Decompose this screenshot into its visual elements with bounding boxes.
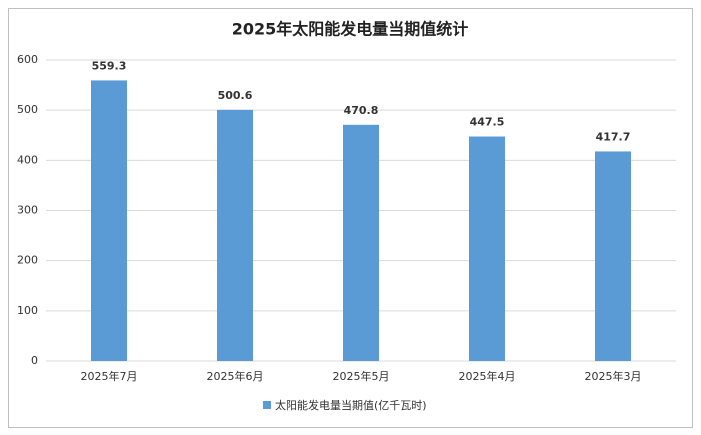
y-tick-label: 400 [17, 153, 38, 166]
y-tick-label: 500 [17, 103, 38, 116]
y-tick-label: 600 [17, 53, 38, 66]
x-tick-label: 2025年5月 [333, 369, 390, 383]
x-tick-label: 2025年3月 [585, 369, 642, 383]
chart-title: 2025年太阳能发电量当期值统计 [232, 20, 469, 39]
data-label: 559.3 [92, 59, 127, 72]
bar [595, 151, 631, 361]
legend-swatch [263, 401, 271, 409]
y-tick-label: 100 [17, 304, 38, 317]
x-tick-label: 2025年7月 [81, 369, 138, 383]
bar [469, 136, 505, 361]
y-tick-label: 300 [17, 204, 38, 217]
y-tick-label: 200 [17, 254, 38, 267]
bar [217, 109, 253, 362]
bar [343, 124, 379, 361]
data-label: 470.8 [344, 104, 379, 117]
x-tick-label: 2025年6月 [207, 369, 264, 383]
x-tick-label: 2025年4月 [459, 369, 516, 383]
bar [91, 80, 127, 361]
data-label: 447.5 [470, 116, 505, 129]
y-tick-label: 0 [31, 354, 38, 367]
data-label: 417.7 [596, 130, 631, 143]
data-label: 500.6 [218, 89, 253, 102]
legend-label: 太阳能发电量当期值(亿千瓦时) [275, 398, 427, 412]
